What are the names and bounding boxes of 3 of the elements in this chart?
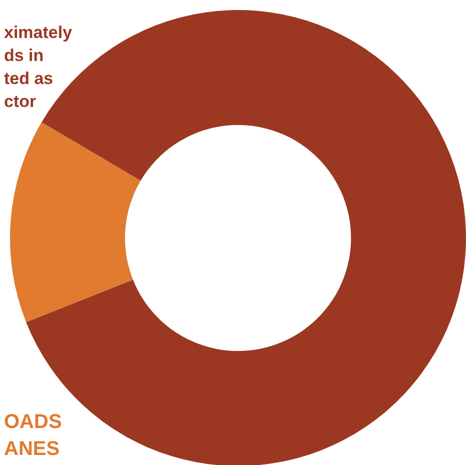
text: ximately ds in ted as ctor <box>4 23 73 111</box>
text: OADS ANES <box>4 411 62 460</box>
donut-slice <box>10 122 141 322</box>
